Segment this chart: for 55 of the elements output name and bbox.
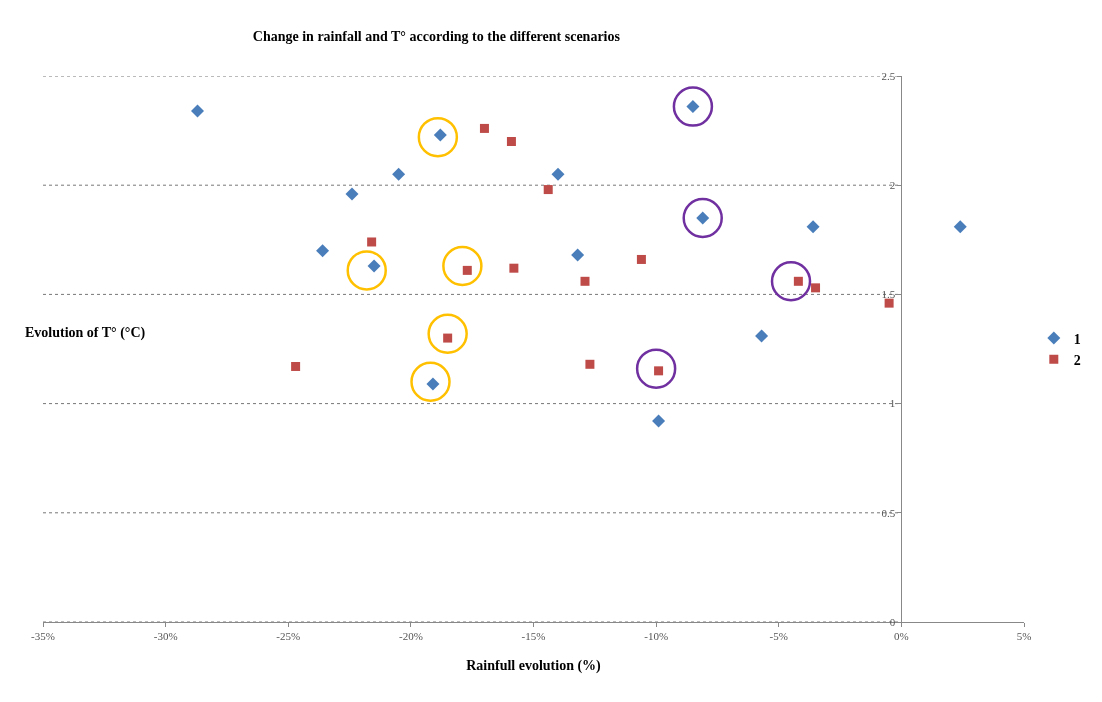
point — [811, 283, 821, 293]
point — [506, 137, 516, 147]
x-tick-label: -15% — [521, 630, 546, 643]
point — [462, 265, 472, 275]
x-tick-label: -20% — [398, 630, 423, 643]
x-tick-label: 0% — [894, 630, 909, 643]
point — [636, 254, 646, 264]
y-tick-label: 0.5 — [881, 506, 896, 519]
point — [953, 220, 967, 234]
point — [793, 276, 803, 286]
x-tick-label: -25% — [276, 630, 301, 643]
y-tick-label: 2 — [889, 179, 896, 192]
point — [479, 123, 489, 133]
x-tick-label: -30% — [153, 630, 178, 643]
x-tick-label: -35% — [31, 630, 55, 643]
point — [654, 366, 664, 376]
point — [884, 298, 894, 308]
point — [367, 237, 377, 247]
point — [672, 86, 714, 127]
y-tick-label: 1 — [889, 397, 896, 410]
y-tick-label: 1.5 — [881, 288, 896, 301]
x-tick-label: -10% — [644, 630, 669, 643]
point — [442, 245, 483, 287]
point — [191, 104, 205, 118]
point — [806, 220, 820, 234]
x-tick-label: -5% — [769, 630, 788, 643]
point — [585, 359, 595, 369]
point — [316, 244, 330, 258]
point — [652, 414, 666, 428]
point — [443, 333, 453, 343]
x-tick-label: 5% — [1016, 630, 1032, 643]
point — [571, 248, 585, 262]
chart-title: Change in rainfall and T° according to the different scenarios — [252, 29, 621, 45]
point — [392, 167, 406, 181]
point — [755, 329, 769, 343]
point — [345, 187, 359, 201]
y-tick-label: 0 — [889, 615, 896, 628]
point — [635, 348, 677, 389]
point — [770, 261, 812, 302]
point — [682, 197, 723, 239]
point — [427, 313, 468, 354]
point — [410, 361, 451, 402]
x-axis-title: Rainfull evolution (%) — [466, 657, 602, 674]
point — [580, 276, 590, 286]
point — [291, 361, 301, 371]
y-tick-label: 2.5 — [881, 69, 896, 82]
y-axis-title: Evolution of T° (°C) — [25, 325, 146, 341]
point — [551, 167, 565, 181]
point — [417, 116, 459, 158]
legend-label: 1 — [1073, 331, 1081, 347]
point — [346, 250, 387, 291]
point — [367, 259, 381, 273]
legend-label: 2 — [1073, 352, 1081, 368]
point — [543, 185, 553, 195]
point — [509, 263, 519, 273]
